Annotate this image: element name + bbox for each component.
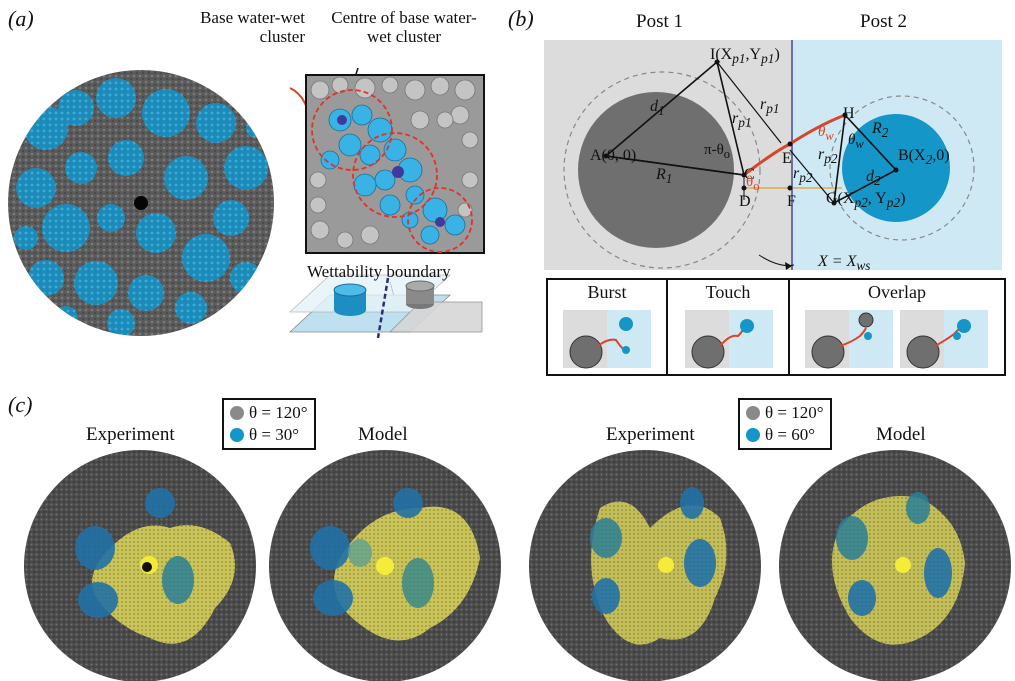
symbol-rp1a: rp1	[760, 96, 780, 117]
caption-model-right: Model	[876, 424, 926, 446]
point-f: F	[787, 193, 796, 211]
theta-w-label: θw	[848, 132, 864, 152]
mode-touch: Touch	[668, 282, 788, 303]
model-30-disc	[269, 450, 501, 681]
symbol-rp2b: rp2	[818, 146, 838, 167]
experiment-30-disc	[24, 450, 256, 681]
caption-experiment-right: Experiment	[606, 424, 695, 446]
panel-a-disc	[6, 68, 276, 338]
point-d: D	[739, 193, 751, 211]
legend-item: θ = 120°	[746, 402, 824, 424]
model-60-disc	[779, 450, 1011, 681]
symbol-rp1b: rp1	[732, 110, 752, 131]
caption-experiment-left: Experiment	[86, 424, 175, 446]
mode-overlap: Overlap	[790, 282, 1004, 303]
legend-item: θ = 30°	[230, 424, 308, 446]
theta-w-red-label: θw	[818, 124, 834, 144]
legend-left: θ = 120° θ = 30°	[222, 398, 316, 450]
point-i: I(Xp1,Yp1)	[710, 46, 780, 67]
legend-item: θ = 60°	[746, 424, 824, 446]
blue-swatch-icon	[746, 428, 760, 442]
experiment-60-disc	[529, 450, 761, 681]
legend-item: θ = 120°	[230, 402, 308, 424]
symbol-d2: d2	[866, 168, 881, 189]
caption-model-left: Model	[358, 424, 408, 446]
point-g: G(Xp2, Yp2)	[826, 190, 905, 211]
symbol-rp2a: rp2	[793, 165, 813, 186]
boundary-label: X = Xws	[818, 253, 870, 274]
wettability-boundary-label: Wettability boundary	[307, 262, 451, 281]
post1-label: Post 1	[636, 12, 683, 31]
theta-o-label: θo	[746, 174, 759, 194]
symbol-d1: d1	[650, 98, 665, 119]
panel-c-label: (c)	[8, 392, 32, 418]
mode-burst: Burst	[548, 282, 666, 303]
panel-c-images	[0, 448, 1015, 681]
panel-b-label: (b)	[508, 6, 534, 32]
panel-a-zoom	[270, 60, 495, 350]
symbol-r2: R2	[872, 120, 888, 141]
grey-swatch-icon	[230, 406, 244, 420]
point-h: H	[843, 105, 855, 123]
legend-right: θ = 120° θ = 60°	[738, 398, 832, 450]
grey-swatch-icon	[746, 406, 760, 420]
point-e: E	[782, 150, 792, 168]
blue-swatch-icon	[230, 428, 244, 442]
post2-label: Post 2	[860, 12, 907, 31]
centre-label: Centre of base water-wet cluster	[324, 8, 484, 46]
point-b: B(X2,0)	[898, 147, 950, 168]
pi-theta-label: π-θo	[704, 142, 730, 162]
base-cluster-label: Base water-wet cluster	[175, 8, 305, 46]
modes-box: Burst Touch Overlap	[546, 278, 1006, 376]
point-a: A(0, 0)	[590, 147, 636, 165]
panel-a-label: (a)	[8, 6, 34, 32]
symbol-r1: R1	[656, 166, 672, 187]
